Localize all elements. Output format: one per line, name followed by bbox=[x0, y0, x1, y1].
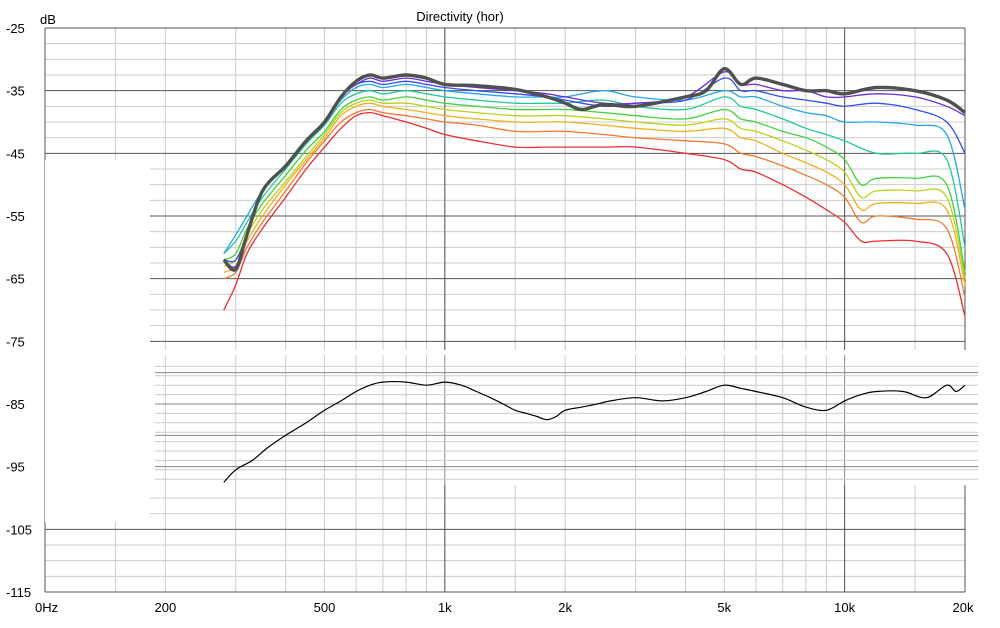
y-tick-label: -45 bbox=[6, 146, 25, 161]
series-line-8 bbox=[223, 108, 966, 298]
left-blank-panel bbox=[45, 160, 150, 522]
x-tick-label: 0Hz bbox=[35, 600, 58, 615]
series-line-9 bbox=[223, 111, 966, 317]
y-tick-label: -115 bbox=[6, 585, 31, 600]
series-line-4 bbox=[223, 90, 966, 255]
y-tick-label: -35 bbox=[6, 84, 25, 99]
x-tick-label: 500 bbox=[314, 600, 336, 615]
overlay-grid bbox=[155, 355, 978, 485]
x-axis-tick-labels: 0Hz 200 500 1k 2k 5k 10k 20k bbox=[35, 600, 974, 615]
y-tick-label: -55 bbox=[6, 209, 25, 224]
series-layer bbox=[222, 67, 967, 317]
series-line-0 bbox=[222, 67, 967, 272]
y-tick-label: -75 bbox=[6, 334, 25, 349]
y-tick-label: -25 bbox=[6, 21, 25, 36]
x-tick-label: 10k bbox=[834, 600, 855, 615]
y-tick-label: -105 bbox=[6, 522, 32, 537]
y-axis-tick-labels: -25 -35 -45 -55 -65 -75 -85 -95 -105 -115 bbox=[6, 21, 32, 600]
y-tick-label: -65 bbox=[6, 272, 25, 287]
y-axis-label: dB bbox=[40, 12, 56, 27]
x-tick-label: 2k bbox=[558, 600, 572, 615]
x-tick-label: 5k bbox=[717, 600, 731, 615]
overlay-panel bbox=[150, 350, 978, 485]
x-tick-label: 20k bbox=[953, 600, 974, 615]
x-tick-label: 1k bbox=[438, 600, 452, 615]
y-tick-label: -95 bbox=[6, 460, 25, 475]
x-tick-label: 200 bbox=[155, 600, 177, 615]
chart-title: Directivity (hor) bbox=[416, 9, 503, 24]
series-line-7 bbox=[223, 102, 966, 286]
series-line-5 bbox=[223, 96, 966, 273]
series-line-6 bbox=[223, 99, 966, 279]
overlay-trace-line bbox=[223, 381, 966, 483]
overlay-background bbox=[150, 350, 978, 485]
y-tick-label: -85 bbox=[6, 397, 25, 412]
